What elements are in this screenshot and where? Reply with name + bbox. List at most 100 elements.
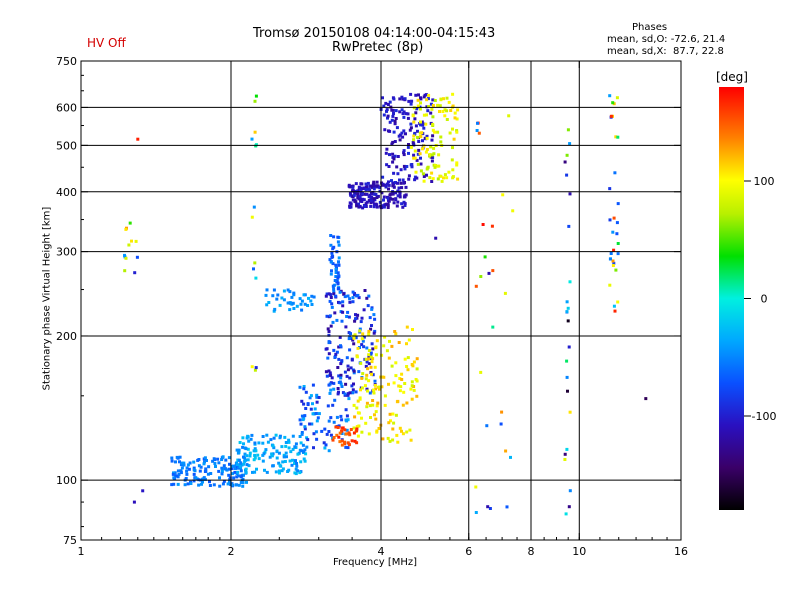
data-point bbox=[509, 455, 512, 459]
data-point bbox=[410, 380, 414, 384]
data-point bbox=[347, 337, 351, 341]
data-point bbox=[355, 429, 359, 433]
data-point bbox=[416, 104, 420, 108]
data-point bbox=[237, 448, 241, 452]
data-point bbox=[368, 404, 372, 408]
data-point bbox=[375, 184, 379, 188]
data-point bbox=[400, 202, 404, 206]
data-point bbox=[312, 446, 315, 450]
data-point bbox=[185, 472, 189, 476]
data-point bbox=[378, 387, 381, 391]
data-point bbox=[384, 101, 388, 105]
data-point bbox=[409, 438, 413, 442]
data-point bbox=[304, 390, 308, 394]
data-point bbox=[249, 437, 253, 441]
data-point bbox=[213, 462, 217, 465]
data-point bbox=[272, 309, 276, 313]
data-point bbox=[328, 391, 332, 395]
data-point bbox=[400, 108, 404, 112]
data-point bbox=[337, 390, 340, 394]
data-point bbox=[362, 308, 366, 312]
data-point bbox=[221, 482, 225, 486]
data-point bbox=[388, 129, 392, 133]
data-point bbox=[399, 385, 403, 389]
data-point bbox=[253, 470, 257, 474]
data-point bbox=[425, 134, 429, 138]
data-point bbox=[443, 114, 447, 118]
data-point bbox=[278, 463, 282, 467]
x-axis-label: Frequency [MHz] bbox=[333, 557, 418, 568]
data-point bbox=[375, 404, 379, 408]
data-point bbox=[369, 416, 372, 419]
data-point bbox=[345, 374, 349, 378]
data-point bbox=[486, 505, 490, 509]
data-point bbox=[267, 301, 271, 304]
data-point bbox=[265, 433, 269, 437]
data-point bbox=[347, 443, 351, 447]
data-point bbox=[434, 164, 437, 167]
data-point bbox=[289, 450, 293, 454]
data-point bbox=[324, 370, 328, 374]
data-point bbox=[422, 113, 426, 117]
data-point bbox=[284, 441, 288, 444]
data-point bbox=[439, 174, 443, 178]
data-point bbox=[228, 462, 231, 466]
data-point bbox=[277, 461, 281, 465]
data-point bbox=[253, 441, 257, 445]
data-point bbox=[378, 385, 381, 389]
data-point bbox=[612, 261, 616, 265]
data-point bbox=[394, 413, 398, 417]
data-point bbox=[348, 391, 352, 395]
data-point bbox=[373, 329, 377, 333]
data-point bbox=[364, 185, 368, 189]
data-point bbox=[344, 325, 348, 329]
data-point bbox=[206, 472, 210, 476]
data-point bbox=[455, 163, 459, 167]
data-point bbox=[338, 440, 342, 444]
data-point bbox=[217, 469, 221, 473]
data-point bbox=[356, 346, 360, 350]
data-point bbox=[393, 330, 397, 333]
data-point bbox=[359, 186, 363, 190]
data-point bbox=[300, 431, 304, 434]
data-point bbox=[428, 153, 432, 157]
data-point bbox=[411, 364, 415, 368]
data-point bbox=[328, 371, 332, 375]
data-point bbox=[401, 432, 405, 436]
data-point bbox=[612, 304, 616, 308]
data-point bbox=[404, 185, 408, 189]
data-point bbox=[371, 347, 375, 351]
data-point bbox=[360, 337, 364, 341]
data-point bbox=[271, 294, 275, 298]
data-point bbox=[189, 482, 193, 485]
data-point bbox=[445, 96, 449, 100]
data-point bbox=[337, 374, 341, 378]
data-point bbox=[366, 181, 370, 185]
data-point bbox=[254, 366, 258, 370]
data-point bbox=[177, 472, 181, 476]
data-point bbox=[250, 137, 254, 141]
data-point bbox=[407, 99, 411, 103]
data-point bbox=[178, 460, 181, 464]
data-point bbox=[351, 338, 355, 342]
data-point bbox=[392, 112, 395, 115]
data-point bbox=[343, 295, 347, 299]
data-point bbox=[387, 199, 391, 203]
data-point bbox=[410, 397, 414, 401]
data-point bbox=[332, 436, 336, 439]
data-point bbox=[218, 476, 221, 480]
data-point bbox=[431, 134, 435, 138]
data-point bbox=[369, 355, 373, 359]
data-point bbox=[429, 111, 433, 115]
data-point bbox=[335, 415, 339, 419]
data-point bbox=[348, 297, 352, 301]
data-point bbox=[390, 344, 394, 348]
data-point bbox=[564, 512, 568, 516]
data-point bbox=[295, 304, 299, 308]
data-point bbox=[346, 310, 350, 314]
data-point bbox=[273, 307, 277, 311]
data-point bbox=[264, 293, 268, 297]
data-point bbox=[294, 467, 298, 471]
data-point bbox=[401, 97, 405, 101]
data-point bbox=[350, 384, 354, 388]
